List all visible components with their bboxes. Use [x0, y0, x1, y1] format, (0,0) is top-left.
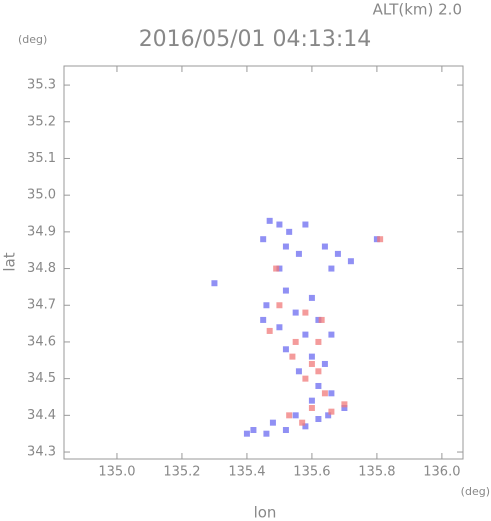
radar-cell [347, 258, 354, 265]
y-tick-label: 34.9 [27, 224, 56, 239]
radar-cell [266, 327, 273, 334]
y-tick-label: 34.7 [27, 298, 56, 313]
radar-cell [292, 338, 299, 345]
y-tick-label: 34.5 [27, 371, 56, 386]
radar-cell [295, 368, 302, 375]
radar-cell [328, 408, 335, 415]
radar-cell [315, 416, 322, 423]
y-tick-label: 35.1 [27, 151, 56, 166]
radar-cell [318, 316, 325, 323]
radar-cell [321, 390, 328, 397]
radar-cell [308, 360, 315, 367]
radar-cell [276, 221, 283, 228]
radar-cell [321, 360, 328, 367]
y-tick-label: 34.8 [27, 261, 56, 276]
radar-cell [308, 294, 315, 301]
x-tick-label: 135.0 [98, 465, 135, 480]
x-unit: (deg) [461, 485, 490, 498]
radar-cell [302, 423, 309, 430]
radar-cell [282, 427, 289, 434]
y-tick-label: 34.6 [27, 334, 56, 349]
radar-cell [328, 390, 335, 397]
x-tick-label: 135.8 [358, 465, 395, 480]
radar-cell [302, 309, 309, 316]
radar-cell [334, 250, 341, 257]
radar-cell [302, 375, 309, 382]
radar-cell [373, 236, 380, 243]
radar-cell [302, 331, 309, 338]
radar-cell [315, 338, 322, 345]
radar-cell [276, 324, 283, 331]
radar-cell [263, 302, 270, 309]
chart-title: 2016/05/01 04:13:14 [139, 27, 372, 52]
radar-cell [341, 404, 348, 411]
y-tick-label: 35.2 [27, 114, 56, 129]
plot-frame [63, 65, 464, 460]
x-axis-title: lon [254, 504, 277, 521]
radar-cell [289, 353, 296, 360]
radar-cell [299, 419, 306, 426]
radar-cell [263, 430, 270, 437]
radar-cell [302, 221, 309, 228]
radar-cell [315, 368, 322, 375]
radar-cell [341, 401, 348, 408]
radar-cell [328, 331, 335, 338]
radar-cell [260, 236, 267, 243]
radar-cell [315, 382, 322, 389]
radar-cell [286, 228, 293, 235]
radar-cell [282, 346, 289, 353]
radar-cell [308, 353, 315, 360]
y-tick-label: 35.3 [27, 78, 56, 93]
x-tick-label: 135.6 [293, 465, 330, 480]
x-tick-label: 135.2 [163, 465, 200, 480]
y-axis-title: lat [1, 252, 19, 271]
radar-cell [308, 397, 315, 404]
radar-cell [211, 280, 218, 287]
radar-cell [325, 412, 332, 419]
y-unit: (deg) [18, 33, 47, 46]
radar-cell [282, 243, 289, 250]
x-tick-label: 136.0 [423, 465, 460, 480]
annotation: ALT(km) 2.0 [373, 1, 462, 19]
y-tick-label: 35.0 [27, 188, 56, 203]
radar-cell [377, 236, 384, 243]
radar-cell [243, 430, 250, 437]
radar-cell [308, 404, 315, 411]
radar-cell [292, 412, 299, 419]
x-tick-label: 135.4 [228, 465, 265, 480]
radar-cell [266, 217, 273, 224]
radar-cell [273, 265, 280, 272]
radar-cell [282, 287, 289, 294]
y-tick-label: 34.3 [27, 445, 56, 460]
radar-cell [260, 316, 267, 323]
radar-cell [295, 250, 302, 257]
radar-cell [269, 419, 276, 426]
radar-cell [276, 302, 283, 309]
radar-cell [276, 265, 283, 272]
radar-cell [315, 316, 322, 323]
radar-cell [321, 243, 328, 250]
radar-cell [250, 427, 257, 434]
y-tick-label: 34.4 [27, 408, 56, 423]
radar-cell [292, 309, 299, 316]
radar-cell [328, 265, 335, 272]
radar-cell [286, 412, 293, 419]
